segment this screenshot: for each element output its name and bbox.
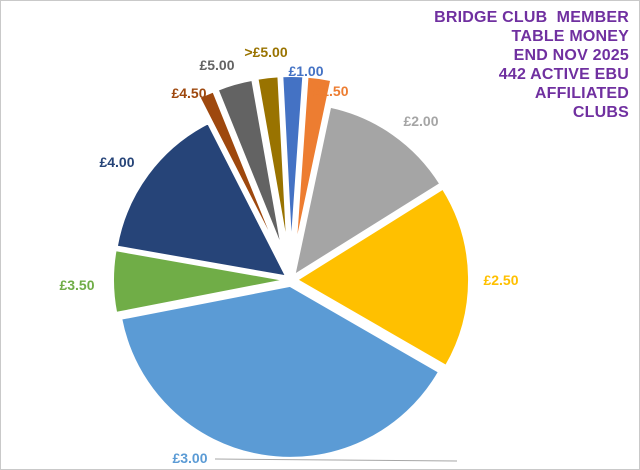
pie-slice-5.00[interactable] <box>256 75 289 250</box>
pie-slice-3.50[interactable] <box>112 249 286 314</box>
chart-title: BRIDGE CLUB MEMBER TABLE MONEY END NOV 2… <box>434 8 629 122</box>
chart-title-line: END NOV 2025 <box>513 47 629 64</box>
chart-title-line: 442 ACTIVE EBU <box>498 66 629 83</box>
pie-data-label: £4.00 <box>99 154 134 170</box>
chart-title-line: BRIDGE CLUB MEMBER <box>434 9 629 26</box>
chart-title-line: AFFILIATED <box>534 85 629 102</box>
pie-slice-3.00[interactable] <box>120 284 440 459</box>
pie-data-label: >£5.00 <box>244 44 287 60</box>
pie-slice-2.00[interactable] <box>293 105 442 277</box>
pie-data-label: £3.50 <box>59 277 94 293</box>
pie-data-label: £1.00 <box>288 63 323 79</box>
pie-data-label: £3.00 <box>172 450 207 466</box>
pie-slice-1.00[interactable] <box>281 74 305 249</box>
pie-data-label: £2.00 <box>403 113 438 129</box>
pie-slice-2.50[interactable] <box>296 187 471 367</box>
pie-data-label: £2.50 <box>483 272 518 288</box>
pie-slice-1.50[interactable] <box>294 75 333 250</box>
chart-title-line: CLUBS <box>572 104 629 121</box>
label-leader-line <box>214 458 458 462</box>
chart-title-line: TABLE MONEY <box>511 28 629 45</box>
pie-slice-5.00[interactable] <box>216 78 284 251</box>
pie-slice-4.50[interactable] <box>198 90 279 252</box>
pie-data-label: £1.50 <box>313 83 348 99</box>
pie-data-label: £4.50 <box>171 85 206 101</box>
pie-slice-4.00[interactable] <box>115 122 288 278</box>
pie-data-label: £5.00 <box>199 57 234 73</box>
